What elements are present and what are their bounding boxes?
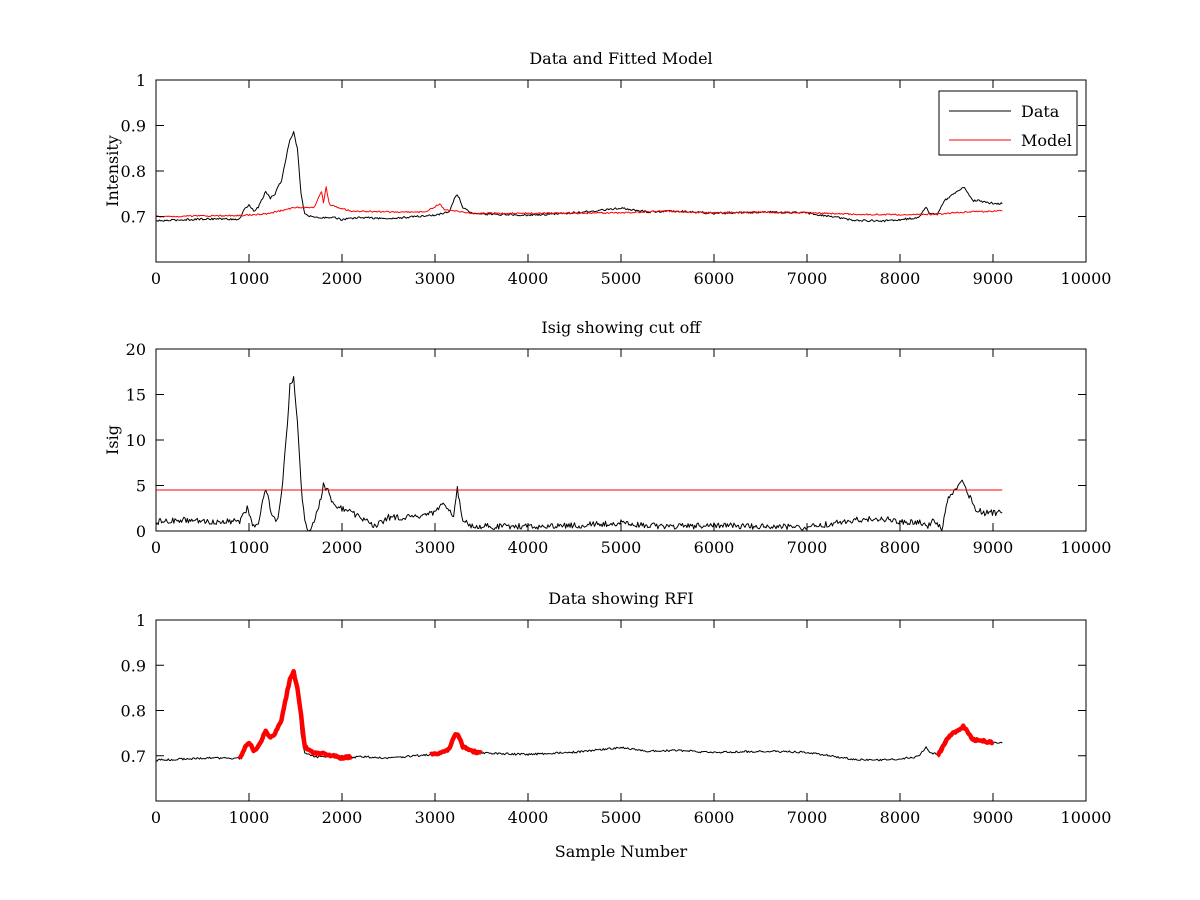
panel-title: Data showing RFI bbox=[548, 589, 693, 608]
x-tick-label: 1000 bbox=[229, 808, 270, 827]
x-tick-label: 0 bbox=[151, 269, 161, 288]
plot-area bbox=[155, 79, 1087, 263]
legend-entry: Model bbox=[1021, 131, 1072, 150]
x-tick-label: 1000 bbox=[229, 538, 270, 557]
x-tick-label: 0 bbox=[151, 538, 161, 557]
y-tick-label: 1 bbox=[136, 611, 146, 630]
y-tick-label: 1 bbox=[136, 71, 146, 90]
y-tick-label: 0 bbox=[136, 522, 146, 541]
y-tick-label: 20 bbox=[126, 340, 146, 359]
x-tick-label: 2000 bbox=[322, 808, 363, 827]
y-tick-label: 0.8 bbox=[121, 162, 146, 181]
x-tick-label: 4000 bbox=[508, 269, 549, 288]
panel-title: Isig showing cut off bbox=[541, 318, 702, 337]
y-tick-label: 5 bbox=[136, 477, 146, 496]
x-tick-label: 10000 bbox=[1061, 538, 1112, 557]
x-axis-label: Sample Number bbox=[555, 842, 688, 861]
x-tick-label: 3000 bbox=[415, 269, 456, 288]
x-tick-label: 7000 bbox=[787, 538, 828, 557]
x-tick-label: 4000 bbox=[508, 538, 549, 557]
x-tick-label: 5000 bbox=[601, 269, 642, 288]
x-tick-label: 8000 bbox=[880, 808, 921, 827]
line-series-1 bbox=[156, 376, 1003, 531]
x-tick-label: 5000 bbox=[601, 538, 642, 557]
x-tick-label: 6000 bbox=[694, 538, 735, 557]
plot-area bbox=[155, 619, 1087, 802]
x-tick-label: 7000 bbox=[787, 808, 828, 827]
y-tick-label: 10 bbox=[126, 431, 146, 450]
x-tick-label: 8000 bbox=[880, 538, 921, 557]
x-tick-label: 9000 bbox=[973, 538, 1014, 557]
line-series-4 bbox=[935, 723, 995, 758]
y-tick-label: 0.9 bbox=[121, 656, 146, 675]
series-group bbox=[156, 131, 1003, 223]
x-tick-label: 5000 bbox=[601, 808, 642, 827]
x-tick-label: 10000 bbox=[1061, 808, 1112, 827]
x-tick-label: 10000 bbox=[1061, 269, 1112, 288]
x-tick-label: 7000 bbox=[787, 269, 828, 288]
x-tick-label: 2000 bbox=[322, 538, 363, 557]
plot-area bbox=[155, 348, 1087, 532]
y-axis-label: Intensity bbox=[103, 135, 122, 207]
x-tick-label: 0 bbox=[151, 808, 161, 827]
y-tick-label: 0.8 bbox=[121, 702, 146, 721]
line-series-3 bbox=[429, 732, 483, 757]
x-tick-label: 3000 bbox=[415, 808, 456, 827]
y-tick-label: 15 bbox=[126, 386, 146, 405]
x-tick-label: 1000 bbox=[229, 269, 270, 288]
line-series-2 bbox=[237, 668, 353, 761]
model-series-2 bbox=[156, 186, 1003, 218]
x-tick-label: 2000 bbox=[322, 269, 363, 288]
x-tick-label: 9000 bbox=[973, 269, 1014, 288]
y-tick-label: 0.7 bbox=[121, 208, 146, 227]
x-tick-label: 9000 bbox=[973, 808, 1014, 827]
legend-box bbox=[938, 90, 1078, 156]
x-tick-label: 6000 bbox=[694, 808, 735, 827]
y-axis-label: Isig bbox=[103, 425, 122, 455]
x-tick-label: 3000 bbox=[415, 538, 456, 557]
series-group bbox=[156, 668, 1003, 762]
legend-entry: Data bbox=[1021, 102, 1060, 121]
x-tick-label: 6000 bbox=[694, 269, 735, 288]
y-tick-label: 0.9 bbox=[121, 117, 146, 136]
y-tick-label: 0.7 bbox=[121, 747, 146, 766]
panel-title: Data and Fitted Model bbox=[529, 49, 712, 68]
panel-3: 0 1000 2000 3000 4000 5000 6000 7000 8000 9000 100… bbox=[121, 589, 1112, 861]
series-group bbox=[156, 376, 1003, 531]
panel-2: 0 1000 2000 3000 4000 5000 6000 7000 8000 9000 100… bbox=[103, 318, 1111, 557]
legend: Data Model bbox=[938, 90, 1078, 156]
x-tick-label: 8000 bbox=[880, 269, 921, 288]
panel-1: 0 1000 2000 3000 4000 5000 6000 7000 8000 9000 100… bbox=[103, 49, 1111, 288]
x-tick-label: 4000 bbox=[508, 808, 549, 827]
